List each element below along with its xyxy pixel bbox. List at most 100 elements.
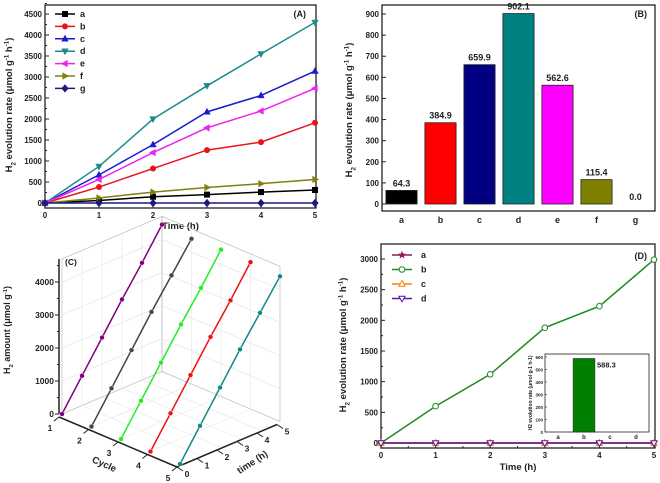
panel-a-ytick-label: 500 [29,178,43,187]
panel-d-inset-ytick-label: 500 [535,368,543,373]
panel-c-point-cycle-1 [99,335,105,341]
panel-d-xlabel: Time (h) [500,462,537,473]
panel-c-point-cycle-4 [227,297,234,303]
panel-b-xtick-label-d: d [516,215,522,225]
panel-c-point-cycle-2 [188,236,195,242]
panel-b-bar-a [385,190,418,205]
ylabel-part: H [338,405,349,412]
panel-d-ytick-label: 2500 [360,286,378,295]
panel-d-inset-ytick-label: 100 [535,418,543,423]
panel-c-line-cycle-2 [90,238,193,427]
panel-a-ytick-label: 2000 [24,115,42,124]
panel-d-inset-ylabel: H2 evolution rate (μmol g-1 h-1) [528,355,534,430]
ylabel-part: -1 [4,54,11,60]
panel-c-gridline [120,396,222,440]
panel-c-time-axis [176,423,278,468]
panel-d-point-b [650,256,658,263]
panel-a-point-g [41,198,49,208]
panel-d-inset-xtick-label-c: c [608,435,612,441]
panel-b-bar-label-a: 64.3 [393,178,411,188]
panel-c-point-cycle-3 [158,360,164,366]
panel-c-time-tick [176,466,184,472]
panel-d-point-d [431,440,440,448]
panel-b-xtick-label-c: c [477,215,482,225]
panel-c-ztick-label: 3000 [35,310,54,320]
panel-c-point-cycle-3 [198,285,204,291]
panel-c-point-cycle-1 [159,222,165,228]
panel-d-point-d [540,440,549,448]
panel-d-point-b [486,371,494,378]
panel-c-series-cycle-1 [59,222,165,417]
panel-d-xtick-label: 0 [379,451,384,460]
panel-a-legend-label-e: e [80,59,85,69]
ylabel-part: 2 [10,162,17,166]
panel-a-legend-marker-a [62,11,68,17]
panel-a-point-e [310,84,318,93]
panel-c-cycle-tick [171,466,178,472]
panel-c-point-cycle-5 [257,310,263,316]
panel-b-ytick-label: 300 [366,137,380,146]
panel-c-gridline [61,272,281,323]
panel-c-gridline [61,305,281,356]
panel-c-gridline [150,408,251,452]
panel-a-plot-frame [44,4,317,209]
ylabel-part: ) [4,38,15,41]
panel-a-legend-marker-c [61,34,69,42]
panel-d-inset-frame [544,353,650,433]
panel-c-point-cycle-4 [187,372,194,378]
panel-d-legend-marker-d [398,295,406,303]
panel-a-point-a [258,189,264,196]
ylabel-part: -1 [4,40,11,46]
panel-c-line-cycle-4 [149,261,252,452]
panel-c-time-tick [196,458,204,463]
panel-b-ytick-label: 200 [366,158,380,167]
panel-a-point-d [149,116,157,124]
panel-a-point-e [202,124,210,132]
panel-d-legend-marker-c [398,279,406,287]
panel-a-point-a [204,191,210,198]
panel-c-time-tick [276,424,284,429]
panel-c-point-cycle-3 [138,398,144,404]
panel-d-ytick-label: 0 [374,439,379,448]
panel-a-ytick-label: 0 [38,199,43,208]
panel-c-line-cycle-5 [179,275,281,465]
panel-d-legend-label-b: b [421,265,427,275]
panel-a-point-e [94,175,102,184]
panel-d-xtick-label: 4 [597,451,602,460]
panel-c-cycle-label: Cycle [90,455,118,475]
panel-c-time-label: time (h) [235,449,270,477]
ylabel-part: h [4,46,15,55]
panel-a-point-d [311,19,319,27]
panel-c-cycle-tick [83,429,89,434]
panel-b-ytick-label: 800 [366,31,380,40]
panel-c-series-cycle-3 [118,247,224,442]
ylabel-part: -1 [344,59,351,65]
panel-c-title: (C) [65,257,77,267]
panel-d-ytick-label: 1000 [360,378,378,387]
panel-b-bar-label-b: 384.9 [429,111,452,121]
panel-a-point-e [256,107,264,115]
panel-c-point-cycle-1 [79,373,85,379]
panel-c-time-tick [256,432,264,438]
panel-d-inset-xtick-label-b: b [582,435,586,441]
panel-b-bar-e [541,84,574,205]
panel-d-legend-label-d: d [421,294,427,304]
panel-c-zlabel: H2 amount (μmol g-1) [2,286,15,374]
ylabel-part: 2 [350,167,357,171]
panel-a-line-a [44,189,316,204]
panel-a-legend-label-c: c [80,34,85,44]
panel-d-inset-xtick-label-d: d [634,435,638,441]
panel-b-ytick-label: 900 [366,10,380,19]
panel-a-legend-marker-e [60,59,68,68]
panel-a-point-f [150,188,158,196]
panel-b-plot-frame [381,4,656,212]
panel-c-ztick-label: 4000 [35,277,54,287]
panel-a-point-c [311,67,319,74]
panel-a-legend-marker-f [62,72,70,80]
panel-c-point-cycle-4 [207,334,214,340]
panel-c-point-cycle-5 [177,461,183,467]
panel-d-inset-ytick-label: 600 [535,355,543,360]
panel-d-xtick-label: 1 [433,451,438,460]
panel-c-cycle-tick [53,416,60,422]
panel-a-legend-label-b: b [80,21,86,31]
